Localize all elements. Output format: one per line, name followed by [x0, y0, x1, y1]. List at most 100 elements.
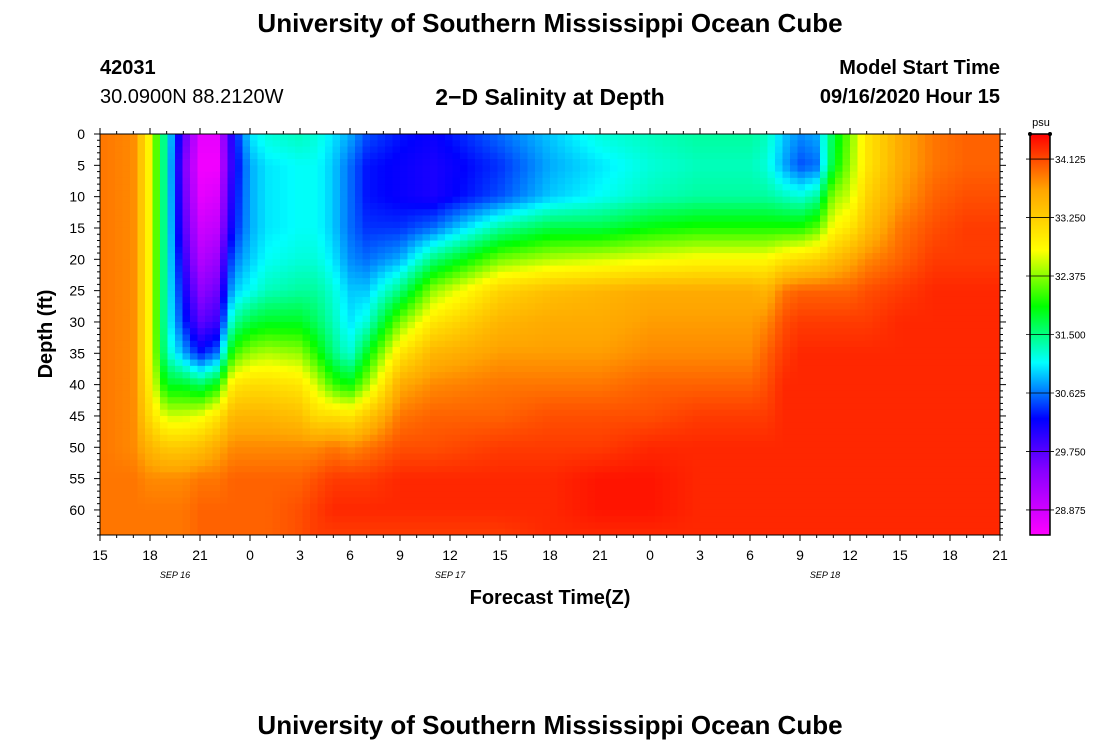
heatmap-cell [182, 384, 191, 392]
heatmap-cell [310, 184, 319, 191]
heatmap-cell [377, 459, 386, 467]
heatmap-cell [115, 372, 124, 379]
heatmap-cell [137, 165, 146, 173]
heatmap-cell [122, 146, 131, 154]
heatmap-cell [460, 497, 469, 505]
heatmap-cell [160, 184, 169, 191]
heatmap-cell [362, 209, 371, 217]
heatmap-cell [115, 159, 124, 166]
heatmap-cell [415, 497, 424, 505]
heatmap-cell [407, 397, 416, 405]
heatmap-cell [265, 209, 274, 217]
heatmap-cell [310, 428, 319, 436]
heatmap-cell [235, 528, 244, 535]
heatmap-cell [377, 472, 386, 480]
heatmap-cell [557, 491, 566, 499]
heatmap-cell [287, 221, 296, 229]
heatmap-cell [527, 209, 536, 217]
heatmap-cell [122, 202, 131, 210]
heatmap-cell [115, 296, 124, 304]
heatmap-cell [265, 491, 274, 499]
heatmap-cell [430, 422, 439, 430]
heatmap-cell [355, 347, 364, 354]
heatmap-cell [212, 347, 221, 354]
heatmap-cell [182, 466, 191, 473]
heatmap-cell [437, 190, 446, 198]
heatmap-cell [572, 265, 581, 273]
heatmap-cell [430, 365, 439, 373]
heatmap-cell [377, 334, 386, 342]
heatmap-cell [647, 390, 656, 398]
heatmap-cell [175, 397, 184, 405]
heatmap-cell [407, 441, 416, 448]
heatmap-cell [175, 177, 184, 185]
heatmap-cell [467, 334, 476, 342]
heatmap-cell [542, 134, 551, 141]
heatmap-cell [220, 422, 229, 430]
heatmap-cell [115, 321, 124, 329]
heatmap-cell [242, 159, 251, 166]
heatmap-cell [287, 215, 296, 223]
heatmap-cell [205, 453, 214, 461]
heatmap-cell [265, 497, 274, 505]
heatmap-cell [160, 265, 169, 273]
heatmap-cell [130, 215, 139, 223]
heatmap-cell [130, 478, 139, 486]
heatmap-cell [227, 165, 236, 173]
heatmap-cell [542, 234, 551, 242]
heatmap-cell [602, 334, 611, 342]
heatmap-cell [190, 372, 199, 379]
heatmap-cell [647, 165, 656, 173]
heatmap-cell [377, 491, 386, 499]
heatmap-cell [182, 284, 191, 292]
heatmap-cell [542, 466, 551, 473]
heatmap-cell [467, 491, 476, 499]
heatmap-cell [482, 196, 491, 204]
heatmap-cell [152, 202, 161, 210]
heatmap-cell [662, 165, 671, 173]
heatmap-cell [527, 347, 536, 354]
heatmap-cell [505, 516, 514, 524]
heatmap-cell [625, 509, 634, 517]
heatmap-cell [655, 177, 664, 185]
heatmap-cell [572, 177, 581, 185]
heatmap-cell [520, 190, 529, 198]
heatmap-cell [265, 447, 274, 455]
heatmap-cell [370, 152, 379, 160]
heatmap-cell [212, 184, 221, 191]
heatmap-cell [452, 415, 461, 423]
heatmap-cell [272, 478, 281, 486]
heatmap-cell [265, 459, 274, 467]
heatmap-cell [535, 146, 544, 154]
heatmap-cell [527, 146, 536, 154]
heatmap-cell [662, 340, 671, 348]
heatmap-cell [160, 271, 169, 279]
heatmap-cell [670, 134, 679, 141]
heatmap-cell [512, 209, 521, 217]
heatmap-cell [512, 390, 521, 398]
heatmap-cell [362, 140, 371, 148]
heatmap-cell [430, 221, 439, 229]
heatmap-cell [362, 134, 371, 141]
heatmap-cell [497, 353, 506, 361]
heatmap-cell [415, 384, 424, 392]
heatmap-cell [415, 315, 424, 323]
heatmap-cell [115, 434, 124, 442]
heatmap-cell [362, 434, 371, 442]
heatmap-cell [265, 134, 274, 141]
heatmap-cell [497, 259, 506, 267]
heatmap-cell [595, 146, 604, 154]
heatmap-cell [250, 278, 259, 285]
heatmap-cell [505, 409, 514, 417]
heatmap-cell [572, 271, 581, 279]
heatmap-cell [587, 265, 596, 273]
heatmap-cell [212, 528, 221, 535]
heatmap-cell [617, 365, 626, 373]
heatmap-cell [265, 509, 274, 517]
heatmap-cell [415, 246, 424, 254]
heatmap-cell [572, 202, 581, 210]
heatmap-cell [550, 190, 559, 198]
heatmap-cell [497, 227, 506, 235]
heatmap-cell [445, 177, 454, 185]
heatmap-cell [167, 152, 176, 160]
